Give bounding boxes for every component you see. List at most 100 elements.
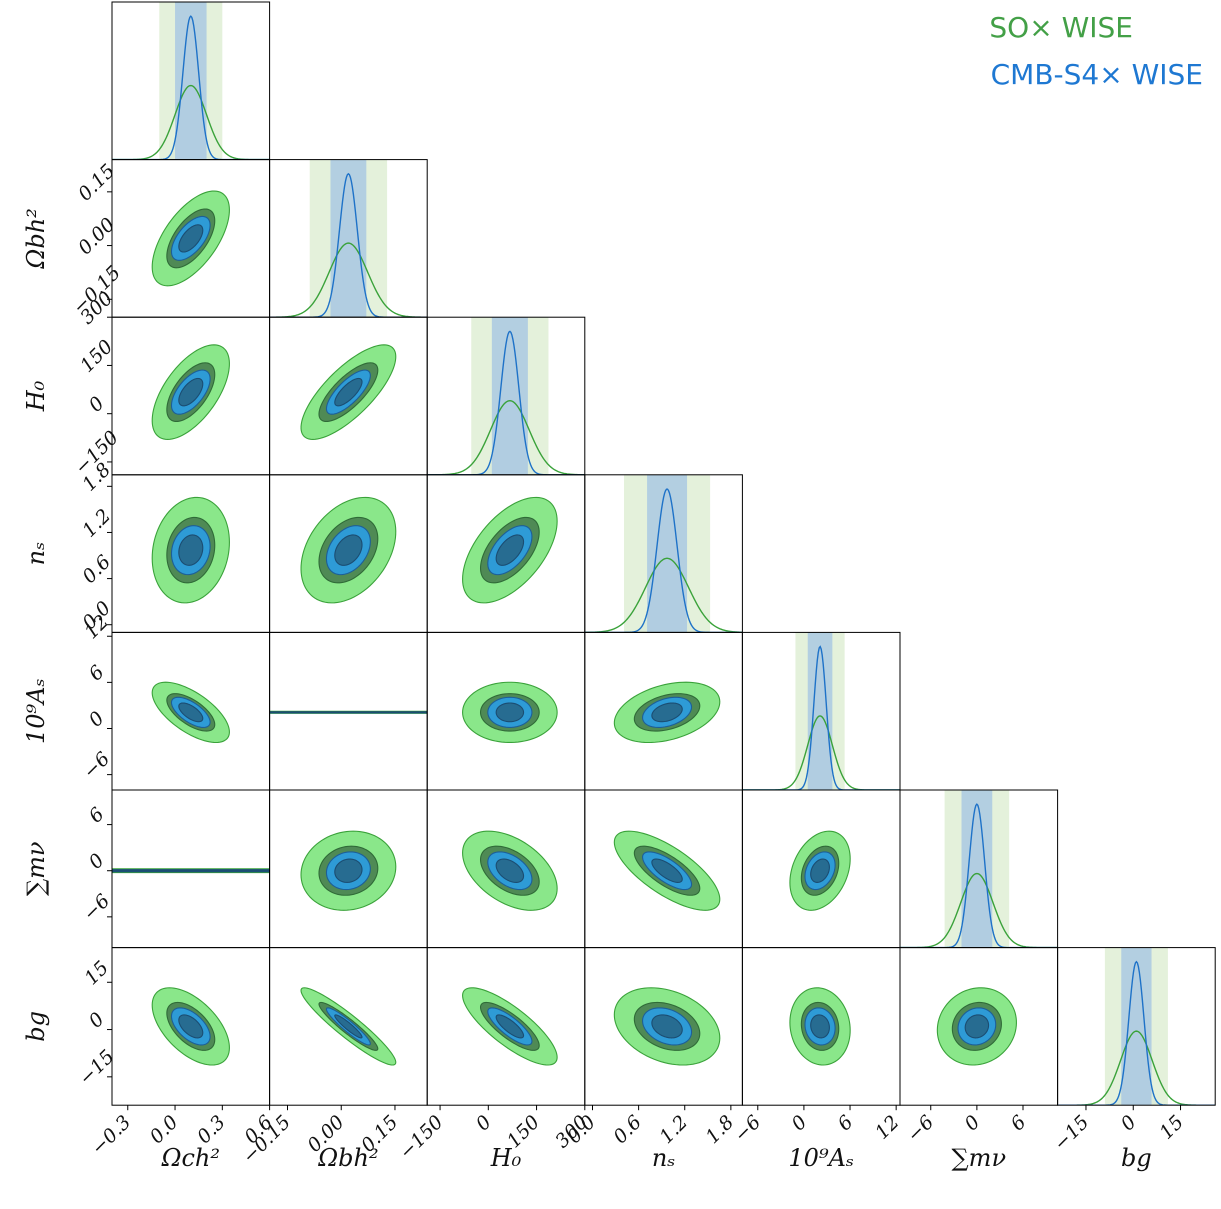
contour-as-mnu-cmb-s4-inner: [810, 858, 830, 883]
y-tick-label-mnu: 0: [85, 849, 109, 873]
y-tick-label-as: 0: [85, 707, 109, 731]
panel-as-as: [741, 631, 901, 791]
marginal-band-cmb-s4-h0: [491, 317, 528, 475]
y-tick-label-as: −6: [79, 748, 114, 783]
x-tick-label-as: 6: [833, 1111, 857, 1135]
panel-mnu-ns: [584, 789, 743, 949]
y-tick-label-ns: 0.6: [78, 551, 115, 588]
contour-h0-mnu-cmb-s4-inner: [495, 858, 525, 883]
panel-bg-bg: [1057, 947, 1216, 1106]
panel-bg-omc: [111, 947, 271, 1106]
contour-omc-h0-cmb-s4-inner: [178, 377, 204, 407]
y-axis-label-bg: bg: [22, 1011, 50, 1042]
contour-h0-bg-cmb-s4-inner: [495, 1014, 525, 1039]
y-tick-label-h0: 0: [85, 392, 109, 416]
legend-entry-cmb-s4-wise: CMB-S4× WISE: [991, 58, 1203, 91]
x-tick-label-as: −6: [730, 1111, 765, 1146]
y-axis-label-h0: H₀: [22, 380, 50, 412]
panel-bg-ns: [584, 947, 743, 1106]
marginal-line-so-ns: [584, 557, 743, 633]
panel-as-omc: [111, 631, 271, 791]
x-tick-label-omc: 0.3: [193, 1111, 230, 1148]
x-tick-label-bg: 0: [1117, 1111, 1141, 1135]
panel-mnu-h0: [426, 789, 586, 949]
panel-h0-omb: [269, 316, 428, 476]
y-tick-label-omb: 0.15: [74, 160, 119, 205]
marginal-line-so-h0: [427, 400, 585, 475]
x-axis-label-omb: Ωbh²: [317, 1144, 378, 1172]
x-axis-label-bg: bg: [1121, 1144, 1152, 1172]
x-tick-label-ns: 0.6: [609, 1111, 646, 1148]
contour-omc-mnu-cmb-s4-inner: [112, 869, 270, 872]
panel-as-ns: [584, 631, 743, 791]
x-tick-label-omc: −0.3: [87, 1111, 135, 1159]
y-tick-label-bg: 0: [85, 1008, 109, 1032]
x-tick-label-h0: −150: [395, 1111, 447, 1163]
x-tick-label-bg: 15: [1155, 1111, 1188, 1144]
x-axis-label-as: 10⁹Aₛ: [788, 1144, 854, 1172]
y-axis-label-as: 10⁹Aₛ: [22, 678, 50, 744]
x-tick-label-omc: 0.0: [146, 1111, 183, 1148]
corner-panels: [111, 1, 1216, 1106]
contour-omc-as-cmb-s4-inner: [178, 702, 204, 723]
x-axis-label-ns: nₛ: [652, 1144, 676, 1172]
panel-bg-omb: [269, 947, 428, 1106]
panel-bg-mnu: [899, 947, 1059, 1106]
contour-h0-ns-cmb-s4-inner: [495, 534, 525, 566]
contour-omc-omb-cmb-s4-inner: [178, 224, 204, 253]
contour-omb-h0-cmb-s4-inner: [334, 377, 363, 407]
contour-omc-bg-cmb-s4-inner: [178, 1014, 204, 1039]
legend-entry-so-wise: SO× WISE: [989, 11, 1133, 44]
x-tick-label-mnu: 6: [1006, 1111, 1030, 1135]
corner-axis-labels: Ωch² Ωbh² H₀ nₛ 10⁹Aₛ ∑mν bg Ωbh² H₀ nₛ 10⁹Aₛ ∑mν bg: [22, 208, 1152, 1172]
panel-frame: [1057, 947, 1216, 1106]
contour-omb-as-cmb-s4-inner: [269, 711, 428, 714]
x-tick-label-bg: −15: [1050, 1111, 1094, 1155]
marginal-line-cmb-s4-ns: [584, 488, 743, 633]
marginal-band-cmb-s4-mnu: [961, 790, 993, 948]
panel-bg-h0: [426, 947, 586, 1106]
contour-omb-bg-cmb-s4-inner: [334, 1014, 363, 1039]
y-tick-label-as: 6: [85, 661, 109, 685]
panel-ns-omb: [269, 474, 428, 633]
y-tick-label-bg: 15: [80, 957, 113, 990]
panel-ns-h0: [426, 474, 586, 633]
x-tick-label-mnu: 0: [960, 1111, 984, 1135]
contour-mnu-bg-cmb-s4-inner: [964, 1014, 990, 1039]
x-axis-label-omc: Ωch²: [161, 1144, 220, 1172]
marginal-band-cmb-s4-bg: [1121, 947, 1152, 1106]
panel-omc-omc: [111, 1, 271, 161]
legend: SO× WISE CMB-S4× WISE: [989, 11, 1203, 91]
marginal-band-cmb-s4-as: [807, 632, 833, 790]
panel-mnu-mnu: [899, 789, 1059, 949]
contour-h0-as-cmb-s4-inner: [495, 702, 525, 723]
panel-h0-omc: [111, 316, 271, 476]
y-axis-label-ns: nₛ: [22, 542, 50, 566]
x-tick-label-h0: 0: [472, 1111, 496, 1135]
x-tick-label-mnu: −6: [903, 1111, 938, 1146]
contour-omb-ns-cmb-s4-inner: [334, 534, 363, 566]
y-tick-label-omb: 0.00: [74, 214, 119, 259]
marginal-band-cmb-s4-omc: [175, 2, 207, 160]
y-axis-label-omb: Ωbh²: [22, 208, 50, 269]
marginal-line-so-omb: [269, 242, 428, 318]
panel-mnu-as: [741, 789, 901, 949]
y-tick-label-ns: 1.2: [78, 505, 115, 542]
panel-h0-h0: [426, 316, 586, 476]
x-axis-label-h0: H₀: [490, 1144, 522, 1172]
contour-omc-ns-cmb-s4-inner: [178, 534, 204, 566]
marginal-band-cmb-s4-omb: [330, 159, 367, 318]
x-tick-label-as: 0: [787, 1111, 811, 1135]
panel-ns-omc: [111, 474, 271, 633]
x-tick-label-ns: 1.2: [655, 1111, 692, 1148]
x-axis-label-mnu: ∑mν: [952, 1144, 1006, 1172]
marginal-line-cmb-s4-omc: [112, 15, 270, 160]
contour-as-bg-cmb-s4-inner: [810, 1014, 830, 1039]
panel-ns-ns: [584, 474, 743, 633]
x-tick-label-as: 12: [871, 1111, 904, 1144]
marginal-line-cmb-s4-omb: [269, 172, 428, 318]
contour-ns-as-cmb-s4-inner: [651, 702, 683, 723]
y-tick-label-h0: 150: [76, 336, 117, 377]
y-axis-label-mnu: ∑mν: [22, 842, 50, 896]
